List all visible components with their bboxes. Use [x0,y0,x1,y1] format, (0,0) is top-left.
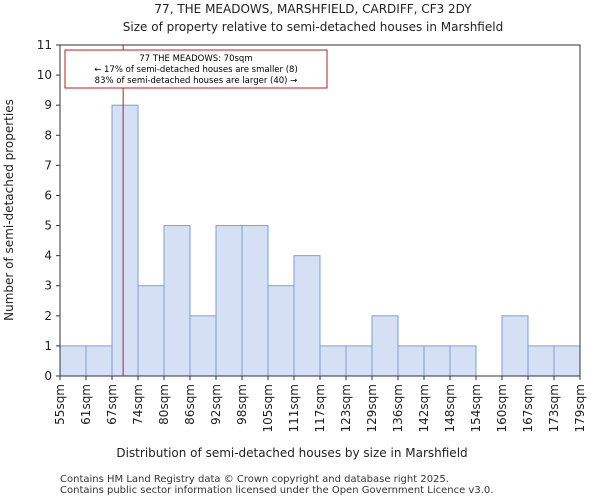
x-tick-label: 55sqm [53,384,67,425]
bar-98sqm [241,225,269,377]
x-tick-label: 117sqm [313,384,327,432]
x-tick-label: 92sqm [209,384,223,425]
x-tick-label: 74sqm [131,384,145,425]
annotation-box: 77 THE MEADOWS: 70sqm ← 17% of semi-deta… [64,49,328,89]
x-axis-title: Distribution of semi-detached houses by … [116,446,467,460]
x-tick-label: 86sqm [183,384,197,425]
x-tick-label: 179sqm [573,384,587,432]
annotation-line-2: ← 17% of semi-detached houses are smalle… [94,65,298,75]
x-tick-label: 123sqm [339,384,353,432]
x-tick-label: 98sqm [235,384,249,425]
bar-129sqm [371,315,399,377]
y-tick-label: 5 [44,219,52,233]
bar-86sqm [189,315,217,377]
y-tick-label: 9 [44,98,52,112]
x-tick-label: 111sqm [287,384,301,432]
chart-title: 77, THE MEADOWS, MARSHFIELD, CARDIFF, CF… [154,2,472,16]
y-tick-label: 2 [44,309,52,323]
annotation-rect [64,49,328,89]
bar-167sqm [527,345,555,377]
x-tick-label: 136sqm [391,384,405,432]
y-tick-label: 1 [44,339,52,353]
x-tick-label: 160sqm [495,384,509,432]
bar-142sqm [423,345,451,377]
bar-173sqm [553,345,581,377]
x-tick-label: 129sqm [365,384,379,432]
bar-80sqm [163,225,191,377]
x-tick-label: 80sqm [157,384,171,425]
y-tick-label: 6 [44,188,52,202]
footer: Contains HM Land Registry data © Crown c… [60,474,493,496]
y-tick-label: 3 [44,279,52,293]
y-tick-label: 10 [37,68,52,82]
plot-frame [59,44,581,377]
bars-group [59,104,581,377]
bar-67sqm [111,104,139,377]
x-tick-label: 61sqm [79,384,93,425]
x-tick-label: 173sqm [547,384,561,432]
bar-148sqm [449,345,477,377]
y-tick-label: 0 [44,369,52,383]
x-tick-label: 154sqm [469,384,483,432]
x-tick-label: 148sqm [443,384,457,432]
annotation-line-1: 77 THE MEADOWS: 70sqm [139,54,252,64]
bar-61sqm [85,345,113,377]
bar-105sqm [267,285,295,377]
x-tick-label: 67sqm [105,384,119,425]
y-tick-label: 8 [44,128,52,142]
y-axis-title: Number of semi-detached properties [2,99,16,321]
x-axis-ticks: 55sqm 61sqm 67sqm 74sqm 80sqm 86sqm 92sqm 98sqm… [53,376,587,432]
footer-line-2: Contains public sector information licen… [60,485,494,496]
bar-117sqm [319,345,347,377]
bar-111sqm [293,255,321,377]
x-tick-label: 105sqm [261,384,275,432]
footer-line-1: Contains HM Land Registry data © Crown c… [60,474,449,485]
bar-160sqm [501,315,529,377]
x-tick-label: 167sqm [521,384,535,432]
y-tick-label: 4 [44,249,52,263]
histogram-chart: 77, THE MEADOWS, MARSHFIELD, CARDIFF, CF… [2,2,587,460]
bar-136sqm [397,345,425,377]
bar-92sqm [215,225,243,377]
annotation-line-3: 83% of semi-detached houses are larger (… [95,76,298,86]
y-axis-ticks: 0 1 2 3 4 5 6 7 8 9 10 11 [37,38,60,383]
chart-subtitle: Size of property relative to semi-detach… [123,20,503,34]
bar-55sqm [59,345,87,377]
bar-74sqm [137,285,165,377]
x-tick-label: 142sqm [417,384,431,432]
bar-123sqm [345,345,373,377]
y-tick-label: 11 [37,38,52,52]
y-tick-label: 7 [44,158,52,172]
